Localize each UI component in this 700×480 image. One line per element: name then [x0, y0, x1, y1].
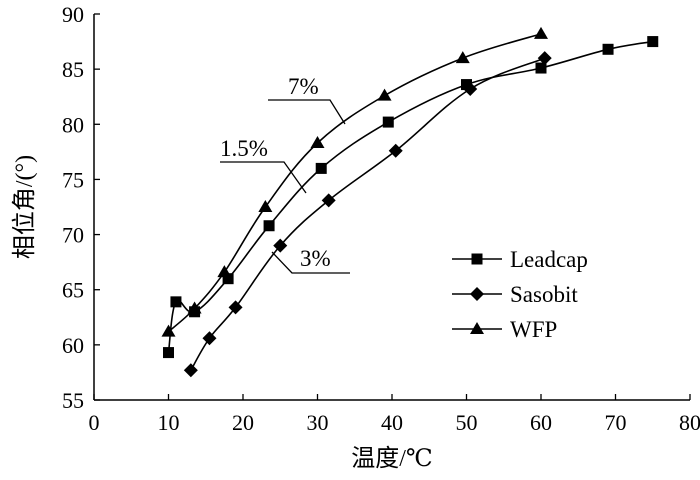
series-lines [167, 33, 653, 371]
data-point-leadcap [163, 347, 174, 359]
y-tick-label: 85 [62, 57, 84, 82]
x-tick-label: 30 [307, 410, 329, 435]
data-point-sasobit [202, 331, 217, 346]
data-point-wfp [258, 200, 273, 212]
x-tick-label: 80 [679, 410, 700, 435]
x-tick-label: 20 [232, 410, 254, 435]
data-point-leadcap [602, 43, 614, 55]
annotation-leader-7pct [268, 99, 346, 125]
legend-marker-leadcap [471, 253, 483, 265]
x-tick-label: 70 [605, 410, 627, 435]
y-axis-title: 相位角/(°) [11, 155, 38, 259]
y-tick-label: 65 [62, 278, 84, 303]
x-tick-label: 60 [530, 410, 552, 435]
x-axis-title: 温度/℃ [351, 445, 433, 472]
data-point-wfp [534, 26, 548, 39]
data-point-leadcap [222, 273, 234, 285]
annotation-7pct: 7% [288, 74, 319, 99]
x-tick-label: 10 [158, 410, 180, 435]
legend-marker-sasobit [470, 287, 484, 301]
data-point-wfp [187, 301, 202, 314]
x-tick-label: 0 [89, 410, 100, 435]
data-point-wfp [310, 136, 325, 149]
legend: Leadcap Sasobit WFP [452, 247, 588, 342]
data-point-leadcap [647, 36, 659, 48]
annotation-leader-3pct [271, 251, 350, 274]
axes [93, 14, 690, 401]
annotation-3pct: 3% [300, 246, 331, 271]
data-point-leadcap [535, 62, 547, 74]
data-point-sasobit [228, 300, 243, 315]
data-point-leadcap [263, 220, 275, 232]
data-point-wfp [161, 324, 176, 337]
y-tick-label: 55 [62, 388, 84, 413]
data-point-sasobit [463, 81, 478, 96]
legend-label-sasobit: Sasobit [510, 282, 578, 307]
legend-marker-wfp [470, 322, 484, 334]
data-point-wfp [377, 88, 392, 101]
series-line-leadcap [167, 40, 653, 353]
data-point-leadcap [170, 296, 182, 308]
annotation-1-5pct: 1.5% [220, 136, 268, 161]
data-point-sasobit [273, 238, 288, 253]
data-point-sasobit [183, 363, 198, 378]
x-tick-label: 40 [381, 410, 403, 435]
data-point-leadcap [315, 162, 327, 174]
data-point-wfp [217, 265, 232, 278]
y-tick-label: 70 [62, 223, 84, 248]
legend-label-wfp: WFP [510, 317, 557, 342]
ticks: 0 10 20 30 40 50 60 70 80 55 60 65 70 75 80 85 90 [62, 2, 700, 435]
data-point-sasobit [388, 143, 403, 158]
y-tick-label: 80 [62, 112, 84, 137]
y-tick-label: 60 [62, 333, 84, 358]
annotation-leader-1-5pct [220, 161, 307, 194]
data-point-wfp [455, 51, 470, 64]
data-point-sasobit [537, 51, 552, 66]
data-point-leadcap [461, 79, 472, 91]
annotations: 7% 1.5% 3% [220, 74, 350, 274]
y-tick-label: 75 [62, 167, 84, 192]
data-point-sasobit [321, 193, 336, 208]
x-tick-label: 50 [456, 410, 478, 435]
legend-label-leadcap: Leadcap [510, 247, 588, 272]
data-point-leadcap [382, 116, 394, 128]
series-markers [161, 26, 659, 378]
y-tick-label: 90 [62, 2, 84, 27]
